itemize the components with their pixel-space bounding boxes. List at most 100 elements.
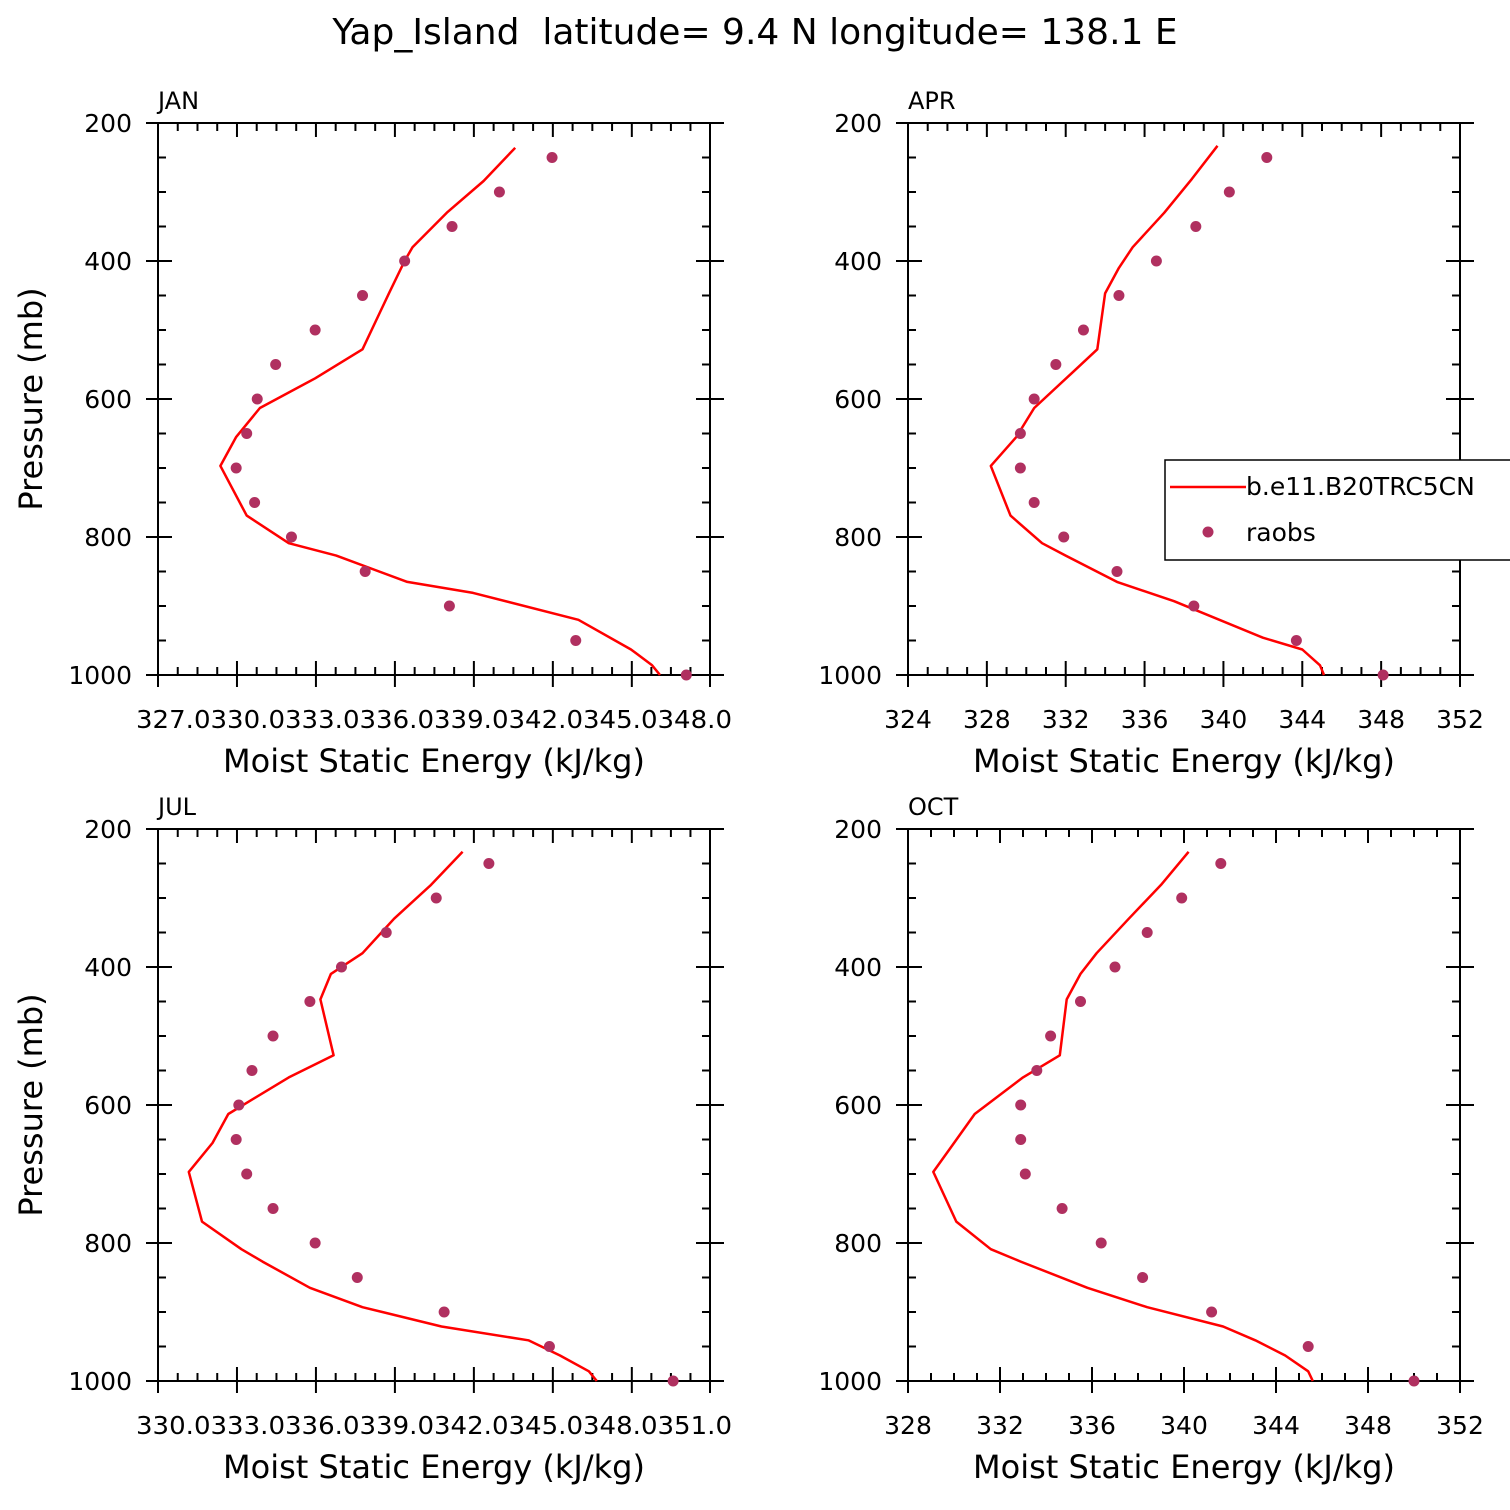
raobs-point [285, 531, 297, 543]
raobs-point [1015, 1099, 1027, 1111]
raobs-point [1058, 531, 1070, 543]
raobs-point [680, 669, 692, 681]
raobs-point [1028, 393, 1040, 405]
raobs-point [1377, 669, 1389, 681]
y-ticks [158, 122, 710, 676]
raobs-point [1137, 1272, 1149, 1283]
y-axis-label: Pressure (mb) [12, 287, 50, 510]
x-tick-label: 340 [1200, 705, 1248, 734]
raobs-point [1077, 324, 1089, 336]
y-tick-label: 400 [834, 247, 882, 276]
raobs-point [1150, 255, 1162, 267]
raobs-point [1206, 1306, 1218, 1318]
raobs-point [1015, 1134, 1027, 1145]
x-axis-label: Moist Static Energy (kJ/kg) [223, 1448, 645, 1486]
raobs-point [570, 635, 582, 646]
y-tick-label: 800 [84, 1229, 132, 1258]
raobs-point [1190, 221, 1202, 232]
legend-marker-swatch [1202, 526, 1214, 538]
raobs-point [1014, 462, 1026, 474]
y-axis-label: Pressure (mb) [12, 993, 50, 1216]
raobs-point [667, 1375, 679, 1387]
raobs-point [1028, 497, 1040, 508]
raobs-point [1075, 996, 1086, 1007]
raobs-point [230, 1134, 242, 1145]
panel-label: APR [908, 87, 956, 115]
x-ticks [157, 829, 711, 1393]
y-tick-label: 400 [84, 953, 132, 982]
raobs-point [267, 1030, 279, 1042]
raobs-point [1050, 359, 1062, 370]
panel-label: JAN [156, 87, 199, 115]
series-markers-raobs [1014, 152, 1389, 681]
y-tick-label: 400 [84, 247, 132, 276]
raobs-point [483, 858, 495, 869]
raobs-point [380, 927, 392, 938]
legend-label-model: b.e11.B20TRC5CN [1246, 472, 1475, 501]
x-tick-label: 352 [1436, 1411, 1484, 1440]
x-ticks [157, 123, 711, 687]
x-tick-label: 328 [963, 705, 1011, 734]
raobs-point [1113, 290, 1125, 301]
series-line-model [219, 146, 661, 676]
x-tick-labels: 330.0333.0336.0339.0342.0345.0348.0351.0 [136, 1411, 732, 1440]
series-line-model [187, 850, 598, 1382]
raobs-point [1261, 152, 1273, 163]
raobs-point [1095, 1237, 1107, 1249]
raobs-point [357, 290, 369, 301]
legend-box [1164, 459, 1510, 561]
raobs-point [1111, 566, 1123, 577]
x-tick-label: 332 [976, 1411, 1024, 1440]
y-ticks [158, 828, 710, 1382]
y-tick-label: 600 [834, 385, 882, 414]
raobs-point [493, 186, 505, 198]
raobs-point [1290, 635, 1302, 646]
series-markers-raobs [230, 858, 679, 1387]
x-axis-label: Moist Static Energy (kJ/kg) [223, 742, 645, 780]
y-ticks [908, 122, 1460, 676]
panel-jul: JUL 200 400 600 800 1000330.0333.0336.0339.03… [12, 793, 732, 1486]
raobs-point [309, 324, 321, 336]
y-tick-label: 1000 [818, 1367, 882, 1396]
raobs-point [309, 1237, 321, 1249]
y-tick-label: 800 [84, 523, 132, 552]
raobs-point [233, 1099, 245, 1111]
raobs-point [270, 359, 282, 370]
raobs-point [1223, 186, 1235, 198]
raobs-point [399, 255, 411, 267]
y-tick-label: 200 [834, 815, 882, 844]
panels: JAN2004006008001000327.0330.0333.0336.03… [12, 87, 1510, 1486]
raobs-point [249, 497, 261, 508]
x-tick-label: 340 [1160, 1411, 1208, 1440]
raobs-point [430, 892, 442, 904]
raobs-point [1215, 858, 1227, 869]
raobs-point [351, 1272, 363, 1283]
raobs-point [1141, 927, 1153, 938]
y-tick-label: 1000 [68, 1367, 132, 1396]
y-ticks [908, 828, 1460, 1382]
y-tick-label: 1000 [68, 661, 132, 690]
raobs-point [230, 462, 242, 474]
series-line-model [932, 850, 1314, 1382]
y-tick-label: 200 [84, 815, 132, 844]
y-tick-label: 800 [834, 1229, 882, 1258]
raobs-point [1014, 428, 1026, 439]
raobs-point [246, 1065, 258, 1076]
legend-label-raobs: raobs [1246, 518, 1316, 547]
raobs-point [438, 1306, 450, 1318]
series-markers-raobs [1015, 858, 1420, 1387]
y-tick-label: 600 [834, 1091, 882, 1120]
raobs-point [1176, 892, 1188, 904]
raobs-point [1302, 1341, 1314, 1352]
panel-label: OCT [908, 793, 959, 821]
series-markers-raobs [230, 152, 692, 681]
x-axis-label: Moist Static Energy (kJ/kg) [973, 742, 1395, 780]
y-tick-label: 200 [84, 109, 132, 138]
x-axis-label: Moist Static Energy (kJ/kg) [973, 1448, 1395, 1486]
x-tick-label: 324 [884, 705, 932, 734]
raobs-point [1031, 1065, 1043, 1076]
raobs-point [446, 221, 458, 232]
x-tick-label: 344 [1278, 705, 1326, 734]
